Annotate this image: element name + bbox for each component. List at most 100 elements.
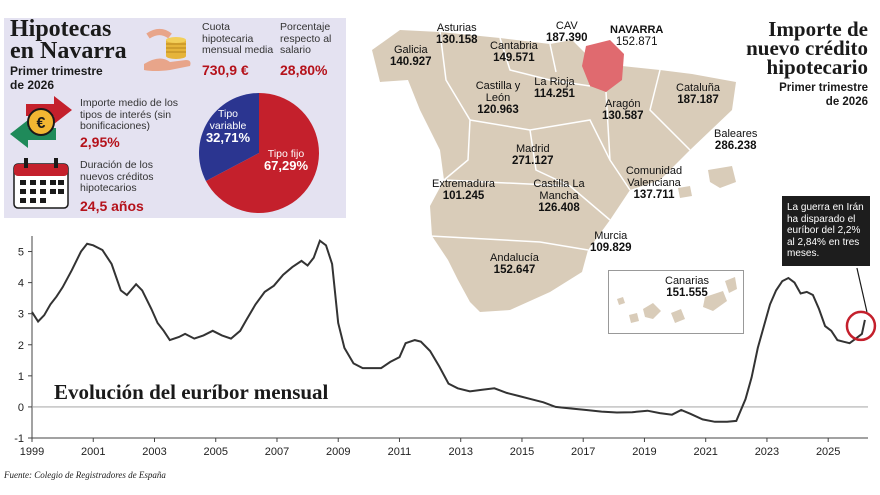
region-value: 130.587 (602, 110, 644, 122)
region-castilla-leon: Castilla y León 120.963 (470, 80, 526, 116)
region-value: 151.555 (666, 287, 708, 299)
x-tick-label: 2005 (203, 446, 227, 458)
info-title: Hipotecas en Navarra (10, 16, 127, 64)
cuota-label: Cuota hipotecaria mensual media (202, 21, 274, 56)
chart-title: Evolución del euríbor mensual (48, 380, 335, 405)
region-madrid: Madrid 271.127 (512, 143, 554, 167)
duracion-value: 24,5 años (80, 198, 144, 214)
region-cantabria: Cantabria 149.571 (490, 40, 538, 64)
region-value: 152.871 (615, 36, 658, 48)
info-period: Primer trimestre de 2026 (10, 64, 103, 92)
y-tick-label: 1 (18, 371, 24, 383)
svg-text:€: € (37, 115, 46, 132)
region-name: Cataluña (676, 82, 721, 94)
y-tick-label: 3 (18, 309, 24, 321)
callout-pointer (856, 267, 868, 313)
y-tick-label: 4 (18, 278, 24, 290)
canarias-islands (617, 277, 737, 323)
region-value: 187.390 (546, 32, 588, 44)
region-galicia: Galicia 140.927 (390, 44, 432, 68)
exchange-arrows-icon: € (10, 96, 72, 148)
y-tick-label: 0 (18, 402, 24, 414)
region-name: Comunidad Valenciana (625, 165, 683, 189)
region-name: La Rioja (534, 76, 575, 88)
pie-slice-fijo (205, 93, 319, 213)
euribor-chart: -1 0 1 2 3 4 5 1999 2001 2003 2005 2007 2009 2011 2013… (14, 236, 877, 458)
region-value: 286.238 (714, 140, 757, 152)
x-tick-label: 2025 (816, 446, 840, 458)
region-cav: CAV 187.390 (546, 20, 588, 44)
x-tick-label: 2007 (265, 446, 289, 458)
x-tick-label: 2003 (142, 446, 166, 458)
pie-slice-variable (199, 93, 259, 181)
region-value: 271.127 (512, 155, 554, 167)
source-note: Fuente: Colegio de Registradores de Espa… (4, 470, 166, 480)
region-andalucia: Andalucía 152.647 (490, 252, 539, 276)
region-value: 152.647 (493, 264, 536, 276)
x-tick-label: 2019 (632, 446, 656, 458)
info-title-line1: Hipotecas (10, 16, 112, 42)
pie-fijo-label: Tipo fijo (267, 148, 305, 160)
region-castilla-la-mancha: Castilla La Mancha 126.408 (528, 178, 590, 214)
region-baleares: Baleares 286.238 (714, 128, 757, 152)
map-subtitle: Primer trimestre de 2026 (746, 81, 868, 109)
region-asturias: Asturias 130.158 (436, 22, 478, 46)
x-tick-label: 2023 (755, 446, 779, 458)
pie-variable-label-group: Tipo variable 32,71% (200, 108, 256, 144)
pie-variable-label: Tipo variable (209, 108, 247, 132)
region-value: 126.408 (538, 202, 580, 214)
region-name: Castilla y León (475, 80, 521, 104)
x-tick-label: 1999 (20, 446, 44, 458)
porcentaje-label: Porcentaje respecto al salario (280, 21, 332, 56)
region-name: Murcia (594, 230, 628, 242)
region-borders (429, 31, 691, 251)
pie-fijo-label-group: Tipo fijo 67,29% (256, 148, 316, 172)
info-title-line2: en Navarra (10, 38, 127, 64)
region-value: 130.158 (436, 34, 478, 46)
spain-mainland (372, 30, 736, 312)
interes-value: 2,95% (80, 134, 120, 150)
region-value: 137.711 (633, 189, 675, 201)
region-name: Galicia (393, 44, 428, 56)
region-name: NAVARRA (610, 24, 664, 36)
region-name: Madrid (515, 143, 550, 155)
duracion-label: Duración de los nuevos créditos hipoteca… (80, 159, 154, 194)
map-subtitle-line2: de 2026 (825, 96, 868, 108)
region-comunidad-valenciana: Comunidad Valenciana 137.711 (622, 165, 686, 201)
map-title-line1: Importe de (768, 17, 868, 41)
region-value: 101.245 (442, 190, 485, 202)
chart-axes (31, 236, 868, 439)
region-value: 187.187 (677, 94, 719, 106)
y-tick-label: 5 (18, 247, 24, 259)
region-extremadura: Extremadura 101.245 (432, 178, 495, 202)
region-value: 120.963 (477, 104, 519, 116)
region-name: CAV (555, 20, 578, 32)
x-tick-label: 2013 (448, 446, 472, 458)
region-value: 140.927 (390, 56, 432, 68)
x-tick-label: 2021 (693, 446, 717, 458)
navarra-region (582, 40, 624, 92)
pie-fijo-value: 67,29% (263, 158, 309, 173)
map-subtitle-line1: Primer trimestre (779, 82, 868, 94)
map-title-line2: nuevo crédito (746, 36, 868, 60)
coins-hand-icon (144, 29, 191, 71)
pie-variable-value: 32,71% (205, 130, 251, 145)
region-name: Asturias (436, 22, 477, 34)
canarias-inset: Canarias 151.555 (608, 270, 744, 334)
menorca-island (678, 186, 692, 198)
callout-box: La guerra en Irán ha disparado el euríbo… (782, 196, 870, 266)
region-name: Andalucía (490, 252, 539, 264)
map-title: Importe de nuevo crédito hipotecario (746, 17, 868, 79)
region-canarias: Canarias 151.555 (665, 275, 709, 299)
region-value: 149.571 (493, 52, 535, 64)
info-panel: Hipotecas en Navarra Primer trimestre de… (4, 16, 346, 218)
map-title-line3: hipotecario (766, 55, 868, 79)
region-name: Baleares (714, 128, 758, 140)
porcentaje-value: 28,80% (280, 62, 328, 78)
region-name: Extremadura (432, 178, 495, 190)
y-tick-label: 2 (18, 340, 24, 352)
region-navarra: NAVARRA 152.871 (610, 24, 663, 48)
region-la-rioja: La Rioja 114.251 (534, 76, 575, 100)
calendar-icon (13, 158, 69, 209)
y-tick-label: -1 (14, 433, 24, 445)
